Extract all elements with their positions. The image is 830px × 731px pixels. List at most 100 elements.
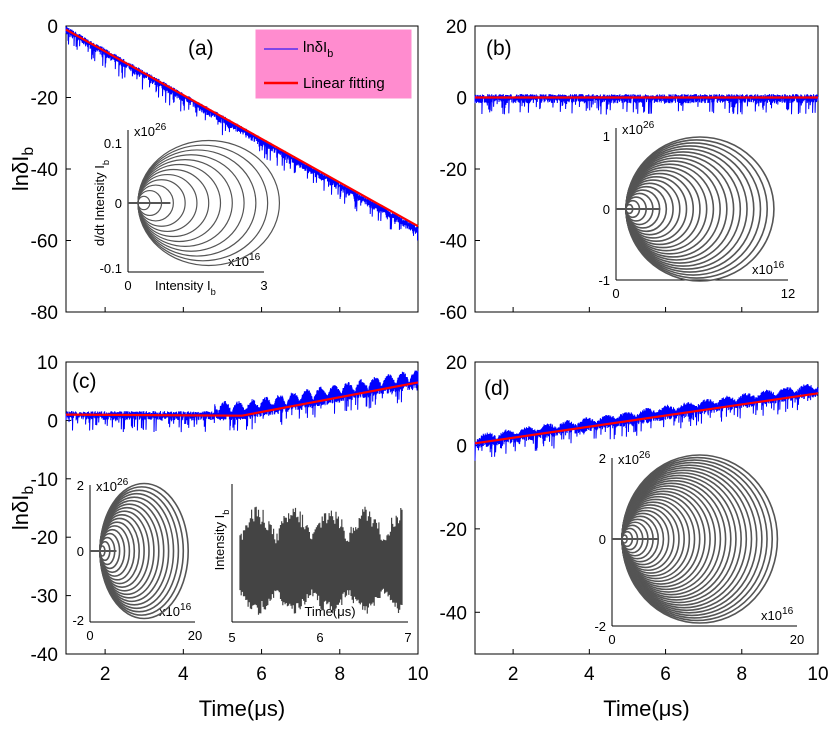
- axes-frame: [474, 361, 819, 655]
- inset-y-label-sub: b: [101, 160, 111, 165]
- y-tick-label: 20: [446, 353, 467, 374]
- inset-y-exponent-base: x10: [622, 122, 643, 137]
- inset-y-label: d/dt Intensity Ib: [92, 160, 111, 246]
- inset-x-tick: 0: [86, 628, 93, 643]
- x-tick-label: 2: [100, 664, 111, 685]
- inset-y-exponent-base: x10: [134, 124, 155, 139]
- inset-y-exponent-exp: 26: [117, 477, 129, 488]
- y-tick-label: -40: [31, 645, 58, 666]
- inset-y-exponent: x1026: [134, 122, 167, 139]
- inset2-intensity-trace: [239, 506, 403, 615]
- inset-x-label-main: Intensity I: [155, 278, 211, 293]
- inset-y-tick: -2: [72, 613, 84, 628]
- x-tick-label: 10: [807, 664, 828, 685]
- inset-y-label-main: d/dt Intensity I: [92, 165, 107, 246]
- y-tick-label: 0: [47, 411, 58, 432]
- x-tick-label: 6: [660, 664, 671, 685]
- inset2-y-label-main: Intensity I: [212, 515, 227, 571]
- inset-y-tick: 0: [115, 196, 122, 211]
- y-tick-label: -40: [440, 232, 467, 253]
- inset2-x-tick: 6: [316, 630, 323, 645]
- y-tick-label: 20: [446, 17, 467, 38]
- legend-entry-1: lnδIb: [303, 39, 333, 60]
- axes-frame: [65, 361, 419, 655]
- inset-y-exponent-exp: 26: [639, 450, 651, 461]
- inset-y-tick: -1: [598, 273, 610, 288]
- inset-x-exponent-base: x10: [761, 608, 782, 623]
- y-tick-label: -80: [31, 303, 58, 324]
- inset-y-exponent: x1026: [622, 120, 655, 137]
- inset-x-tick: 12: [781, 286, 795, 301]
- x-axis-label: Time(μs): [603, 696, 689, 721]
- legend-entry-1-sub: b: [327, 48, 333, 60]
- y-tick-label: -20: [440, 160, 467, 181]
- inset-y-exponent-exp: 26: [643, 120, 655, 131]
- legend: lnδIb Linear fitting: [255, 29, 412, 99]
- y-tick-label: 0: [47, 17, 58, 38]
- inset-y-tick: 0: [77, 544, 84, 559]
- inset-y-tick: 0: [599, 532, 606, 547]
- panel-label: (c): [72, 370, 97, 393]
- inset-x-tick: 0: [124, 278, 131, 293]
- inset-x-exponent-exp: 16: [782, 606, 794, 617]
- x-tick-label: 10: [407, 664, 428, 685]
- x-tick-label: 4: [584, 664, 595, 685]
- inset-y-exponent-base: x10: [618, 452, 639, 467]
- panel-label: (b): [486, 37, 512, 60]
- inset-x-tick: 3: [260, 278, 267, 293]
- y-tick-label: -20: [31, 528, 58, 549]
- legend-entry-1-main: lnδI: [303, 39, 327, 56]
- x-tick-label: 4: [178, 664, 189, 685]
- inset-x-tick: 20: [188, 628, 202, 643]
- inset-y-tick: -0.1: [100, 261, 122, 276]
- inset-x-tick: 0: [608, 632, 615, 647]
- inset2-x-tick: 7: [404, 630, 411, 645]
- inset-y-exponent-exp: 26: [155, 122, 167, 133]
- y-tick-label: 0: [456, 89, 467, 110]
- inset-y-exponent-base: x10: [96, 479, 117, 494]
- inset-y-exponent: x1026: [618, 450, 651, 467]
- series-ln-delta-ib: [65, 26, 419, 241]
- panel-4: 200-20-402 4 6 8 10(d)Time(μs)20-20 20x1026x1…: [440, 353, 829, 721]
- y-tick-label: -20: [440, 520, 467, 541]
- inset-y-tick: 2: [77, 478, 84, 493]
- legend-entry-2: Linear fitting: [303, 75, 385, 92]
- x-tick-label: 8: [736, 664, 747, 685]
- inset-x-exponent-exp: 16: [773, 260, 785, 271]
- inset2-x-tick: 5: [228, 630, 235, 645]
- series-linear-fitting: [474, 392, 819, 445]
- inset-y-tick: 0.1: [104, 136, 122, 151]
- inset-x-label: Intensity Ib: [155, 278, 216, 297]
- y-tick-label: 0: [456, 436, 467, 457]
- inset-y-exponent: x1026: [96, 477, 129, 494]
- inset2-y-label: Intensity Ib: [212, 510, 231, 571]
- inset-x-exponent-base: x10: [159, 604, 180, 619]
- x-tick-label: 8: [334, 664, 345, 685]
- x-tick-label: 6: [256, 664, 267, 685]
- y-tick-label: -60: [31, 232, 58, 253]
- y-tick-label: -30: [31, 587, 58, 608]
- inset-time-series: 5 6 7 Time(μs) Intensity Ib: [212, 484, 412, 645]
- y-axis-label-main: lnδI: [8, 495, 33, 530]
- y-axis-label-main: lnδI: [8, 156, 33, 191]
- y-axis-label-sub: b: [20, 147, 37, 156]
- inset-x-label-sub: b: [211, 287, 216, 297]
- inset-x-exponent-base: x10: [752, 262, 773, 277]
- x-axis-label: Time(μs): [199, 696, 285, 721]
- inset-y-tick: 2: [599, 451, 606, 466]
- inset-x-exponent: x1016: [159, 602, 192, 619]
- inset-y-tick: 1: [603, 129, 610, 144]
- y-axis-label: lnδIb: [8, 147, 37, 191]
- series-ln-delta-ib: [474, 383, 819, 461]
- series-linear-fitting: [65, 28, 419, 228]
- panel-label: (a): [188, 37, 214, 60]
- y-tick-label: -10: [31, 470, 58, 491]
- inset-x-exponent: x1016: [752, 260, 785, 277]
- y-axis-label: lnδIb: [8, 486, 37, 530]
